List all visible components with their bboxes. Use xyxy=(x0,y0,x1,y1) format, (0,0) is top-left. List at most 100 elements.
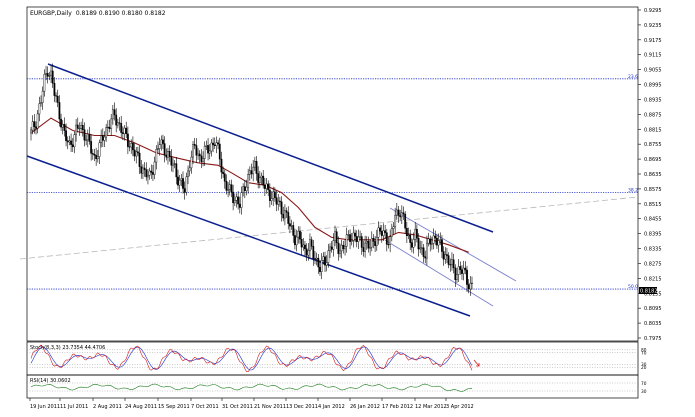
candle xyxy=(220,151,223,179)
candle xyxy=(319,260,321,276)
candle xyxy=(360,232,363,255)
candle-body xyxy=(439,239,442,241)
candle-body xyxy=(345,234,348,247)
candle-body xyxy=(143,167,146,170)
candle-body xyxy=(85,139,88,141)
candle-body xyxy=(233,200,236,204)
long-term-trendline xyxy=(19,196,639,260)
candle-body xyxy=(400,212,403,218)
candle xyxy=(285,207,288,218)
candle-body xyxy=(380,231,383,236)
time-tick-label: 4 Jan 2012 xyxy=(318,404,345,410)
candle-body xyxy=(187,170,189,178)
candle xyxy=(258,171,261,189)
candle xyxy=(337,236,340,261)
candle xyxy=(467,279,470,294)
stochastic-level-label: 80 xyxy=(641,348,647,354)
candle-body xyxy=(379,227,382,232)
candle-body xyxy=(451,259,453,265)
time-tick-label: 26 Jan 2012 xyxy=(350,404,380,410)
candle-body xyxy=(108,126,111,129)
candle xyxy=(38,96,41,122)
candle xyxy=(247,168,250,194)
candle xyxy=(456,267,458,284)
time-tick-label: 7 Oct 2011 xyxy=(191,404,219,410)
candle xyxy=(275,190,278,212)
candle xyxy=(80,121,83,133)
candle xyxy=(250,163,253,179)
candle xyxy=(160,135,163,151)
price-tick-label: 0.8155 xyxy=(644,291,662,297)
candle-body xyxy=(342,244,345,250)
candle-body xyxy=(340,244,343,252)
candle xyxy=(471,276,473,290)
candle xyxy=(58,95,61,127)
candle xyxy=(162,134,164,150)
candle-body xyxy=(334,231,336,241)
price-tick-label: 0.9115 xyxy=(644,53,662,59)
candle-body xyxy=(270,198,273,201)
candle xyxy=(120,115,123,138)
candle-body xyxy=(35,126,37,129)
candle-body xyxy=(51,70,54,84)
candle-body xyxy=(36,113,39,129)
candle xyxy=(217,139,219,150)
candle-body xyxy=(153,161,156,175)
rsi-line xyxy=(30,383,473,392)
candle xyxy=(320,253,323,280)
candle xyxy=(165,148,168,161)
candle-body xyxy=(113,109,116,116)
candle xyxy=(330,241,333,253)
candle-body xyxy=(58,102,61,120)
candle-body xyxy=(389,236,392,245)
candle-body xyxy=(462,267,465,274)
candle xyxy=(53,77,56,103)
candle xyxy=(268,183,271,208)
candle-body xyxy=(327,250,330,263)
candle xyxy=(350,233,353,246)
candle xyxy=(30,127,32,141)
candle xyxy=(101,128,104,147)
candle-body xyxy=(262,175,265,186)
candle-body xyxy=(227,189,230,191)
candle xyxy=(317,254,320,274)
candle-body xyxy=(457,266,460,275)
candle-body xyxy=(354,232,356,237)
candle xyxy=(469,275,472,296)
candle-body xyxy=(312,246,315,259)
candle xyxy=(367,236,370,253)
candle xyxy=(389,229,392,253)
candle xyxy=(405,221,408,244)
candle xyxy=(278,196,281,207)
candle-body xyxy=(456,274,458,280)
candle xyxy=(290,219,293,230)
candle-body xyxy=(232,191,235,204)
candle-body xyxy=(80,125,83,129)
candle-body xyxy=(238,203,241,208)
candle xyxy=(277,194,280,211)
candle-body xyxy=(415,228,418,239)
candle xyxy=(427,232,430,247)
candle xyxy=(190,150,193,174)
candle xyxy=(270,191,273,205)
candle-body xyxy=(63,124,66,131)
candle xyxy=(177,169,179,190)
candle xyxy=(462,260,465,281)
candle-body xyxy=(387,244,390,246)
candle-body xyxy=(325,262,328,266)
candle-body xyxy=(118,122,121,124)
candle xyxy=(213,137,216,150)
candle-body xyxy=(446,254,448,256)
candle xyxy=(300,231,303,255)
candle-body xyxy=(208,150,211,154)
candle xyxy=(461,265,463,280)
candle xyxy=(242,183,245,197)
candle xyxy=(399,209,402,221)
candle xyxy=(459,261,462,275)
candle xyxy=(243,180,246,199)
candle xyxy=(205,140,208,151)
candle-body xyxy=(310,239,313,247)
candle xyxy=(200,149,203,169)
candle xyxy=(417,233,420,257)
candle-body xyxy=(419,247,422,250)
